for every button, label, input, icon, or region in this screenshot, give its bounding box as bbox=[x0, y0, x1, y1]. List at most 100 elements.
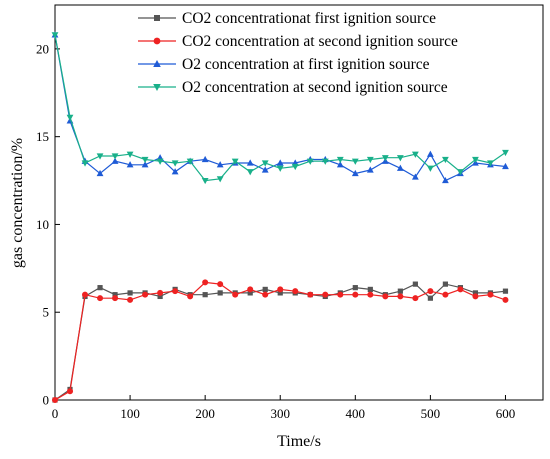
data-point bbox=[156, 158, 164, 165]
data-point bbox=[112, 292, 118, 298]
data-point bbox=[367, 291, 374, 298]
data-point bbox=[97, 295, 104, 302]
data-point bbox=[502, 162, 509, 170]
data-point bbox=[351, 158, 359, 165]
data-point bbox=[171, 160, 179, 167]
legend-label: O2 concentration at first ignition sourc… bbox=[182, 56, 430, 73]
data-point bbox=[262, 291, 269, 298]
data-point bbox=[322, 291, 329, 298]
data-point bbox=[442, 291, 449, 298]
data-point bbox=[472, 156, 479, 164]
y-tick-label: 0 bbox=[43, 393, 50, 408]
legend-item-4: O2 concentration at second ignition sour… bbox=[138, 79, 448, 96]
data-point bbox=[306, 158, 314, 165]
data-point bbox=[427, 295, 433, 301]
data-point bbox=[381, 155, 389, 162]
data-point bbox=[487, 291, 494, 298]
data-point bbox=[67, 388, 74, 395]
legend-marker-swatch bbox=[154, 15, 160, 21]
y-tick-label: 20 bbox=[36, 41, 49, 56]
data-point bbox=[411, 173, 419, 180]
legend-item-2: CO2 concentration at second ignition sou… bbox=[138, 33, 458, 50]
series-layer bbox=[51, 31, 509, 403]
legend-label: O2 concentration at second ignition sour… bbox=[182, 79, 448, 96]
data-point bbox=[396, 155, 404, 162]
data-point bbox=[442, 176, 449, 184]
x-tick-label: 0 bbox=[52, 406, 59, 421]
data-point bbox=[217, 290, 223, 296]
data-point bbox=[276, 159, 284, 166]
y-tick-label: 15 bbox=[36, 129, 49, 144]
data-point bbox=[352, 285, 358, 291]
x-axis-ticks: 0 100 200 300 400 500 600 bbox=[52, 395, 515, 421]
data-point bbox=[96, 169, 104, 177]
data-point bbox=[336, 161, 344, 168]
data-point bbox=[127, 296, 134, 303]
data-point bbox=[201, 155, 209, 163]
data-point bbox=[427, 288, 434, 295]
data-point bbox=[51, 32, 59, 39]
data-point bbox=[352, 291, 359, 298]
data-point bbox=[397, 293, 404, 300]
data-point bbox=[277, 290, 283, 296]
data-point bbox=[186, 158, 194, 165]
data-point bbox=[397, 288, 403, 294]
data-point bbox=[246, 169, 254, 176]
data-point bbox=[187, 293, 194, 300]
data-point bbox=[82, 291, 89, 298]
data-point bbox=[412, 295, 419, 302]
legend-label: CO2 concentration at second ignition sou… bbox=[182, 33, 458, 50]
data-point bbox=[277, 286, 284, 293]
data-point bbox=[337, 291, 344, 298]
data-point bbox=[442, 281, 448, 287]
data-point bbox=[291, 163, 299, 171]
data-point bbox=[112, 295, 119, 302]
data-point bbox=[411, 151, 419, 158]
series-4 bbox=[51, 32, 509, 185]
data-point bbox=[231, 158, 239, 165]
data-point bbox=[366, 156, 374, 164]
data-point bbox=[382, 293, 389, 300]
data-point bbox=[141, 161, 149, 168]
data-point bbox=[396, 164, 404, 171]
data-point bbox=[111, 157, 119, 164]
data-point bbox=[276, 165, 284, 172]
data-point bbox=[52, 397, 58, 403]
legend-marker-swatch bbox=[153, 37, 161, 45]
x-tick-label: 100 bbox=[120, 406, 140, 421]
data-point bbox=[127, 290, 133, 296]
data-point bbox=[172, 288, 179, 295]
data-point bbox=[141, 156, 149, 164]
data-point bbox=[336, 156, 344, 164]
data-point bbox=[307, 291, 314, 298]
data-point bbox=[126, 151, 134, 158]
data-point bbox=[262, 286, 268, 292]
data-point bbox=[367, 286, 373, 292]
series-1-line bbox=[54, 283, 506, 401]
data-point bbox=[412, 281, 418, 287]
x-tick-label: 600 bbox=[496, 406, 516, 421]
data-point bbox=[142, 291, 149, 298]
x-tick-label: 300 bbox=[270, 406, 290, 421]
x-tick-label: 400 bbox=[346, 406, 366, 421]
data-point bbox=[247, 286, 254, 293]
data-point bbox=[217, 281, 224, 288]
data-point bbox=[66, 114, 74, 121]
data-point bbox=[426, 165, 434, 172]
data-point bbox=[246, 159, 254, 166]
y-tick-label: 5 bbox=[43, 305, 50, 320]
data-point bbox=[292, 288, 299, 295]
series-3 bbox=[51, 31, 509, 184]
series-1 bbox=[52, 281, 509, 403]
data-point bbox=[126, 161, 134, 168]
legend-label: CO2 concentrationat first ignition sourc… bbox=[182, 10, 436, 27]
data-point bbox=[201, 177, 209, 185]
data-point bbox=[96, 153, 104, 160]
data-point bbox=[247, 290, 253, 296]
data-point bbox=[502, 296, 509, 303]
data-point bbox=[472, 293, 479, 300]
legend-item-3: O2 concentration at first ignition sourc… bbox=[138, 56, 430, 73]
data-point bbox=[261, 160, 269, 167]
data-point bbox=[442, 156, 449, 164]
